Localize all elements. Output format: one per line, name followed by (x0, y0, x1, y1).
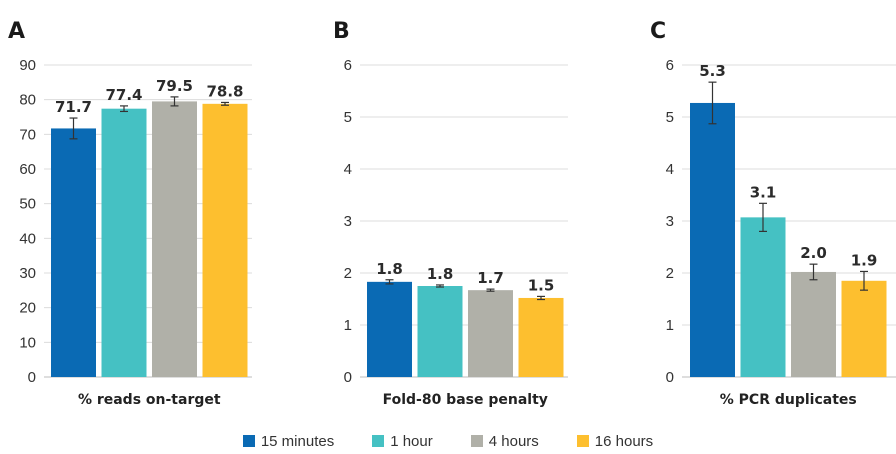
y-tick-label: 5 (666, 109, 674, 126)
data-label: 1.8 (427, 265, 454, 283)
legend-item-1-hour: 1 hour (372, 433, 433, 450)
panel-letter: B (333, 19, 350, 44)
bar (791, 271, 836, 377)
y-tick-label: 10 (19, 334, 36, 351)
bar (51, 128, 96, 377)
chart-panel-a: A 0 10 20 30 40 50 60 70 80 90 71.7 77.4 79.5 78.8 % re… (8, 19, 252, 408)
bar (152, 101, 197, 378)
y-tick-label: 50 (19, 196, 36, 213)
y-tick-label: 6 (344, 57, 352, 74)
y-tick-label: 5 (344, 109, 352, 126)
y-tick-label: 6 (666, 57, 674, 74)
bar (202, 103, 248, 378)
legend-swatch (470, 435, 483, 447)
x-axis-label: % PCR duplicates (720, 392, 857, 408)
y-tick-label: 40 (19, 230, 36, 247)
legend-swatch (576, 435, 589, 447)
y-tick-label: 1 (666, 317, 674, 334)
y-tick-label: 20 (19, 300, 36, 317)
data-label: 5.3 (699, 62, 726, 80)
legend: 15 minutes 1 hour 4 hours 16 hours (0, 428, 896, 454)
bar (841, 280, 887, 377)
bar (417, 286, 463, 377)
bar (468, 290, 513, 377)
y-tick-label: 90 (19, 57, 36, 74)
bar (367, 281, 412, 377)
y-tick-label: 4 (666, 161, 674, 178)
legend-label: 16 hours (594, 432, 654, 450)
data-label: 71.7 (55, 98, 92, 116)
y-tick-label: 0 (344, 369, 352, 386)
legend-label: 4 hours (488, 432, 539, 450)
y-tick-label: 4 (344, 161, 352, 178)
bar (740, 217, 786, 377)
y-tick-label: 3 (344, 213, 352, 230)
y-tick-label: 30 (19, 265, 36, 282)
legend-item-16-hours: 16 hours (576, 432, 654, 450)
y-tick-label: 0 (28, 369, 36, 386)
data-label: 1.9 (851, 251, 878, 269)
legend-label: 1 hour (390, 432, 433, 450)
legend-label: 15 minutes (260, 432, 335, 450)
chart-panel-c: C 0 1 2 3 4 5 6 5.3 3.1 2.0 1.9 % PCR duplicates (650, 19, 896, 408)
data-label: 1.7 (477, 269, 504, 287)
legend-item-15-minutes: 15 minutes (242, 432, 335, 450)
data-label: 1.5 (528, 276, 555, 294)
y-tick-label: 60 (19, 161, 36, 178)
y-tick-label: 2 (344, 265, 352, 282)
data-label: 3.1 (750, 183, 777, 201)
panel-letter: A (8, 19, 25, 44)
legend-swatch (242, 435, 255, 447)
data-label: 79.5 (156, 77, 193, 95)
panel-letter: C (650, 19, 666, 44)
y-tick-label: 80 (19, 92, 36, 109)
y-tick-label: 0 (666, 369, 674, 386)
legend-item-4-hours: 4 hours (470, 432, 539, 450)
y-tick-label: 70 (19, 126, 36, 143)
data-label: 77.4 (105, 86, 142, 104)
x-axis-label: Fold-80 base penalty (383, 392, 548, 408)
data-label: 1.8 (376, 260, 403, 278)
y-tick-label: 3 (666, 213, 674, 230)
y-tick-label: 2 (666, 265, 674, 282)
data-label: 78.8 (206, 82, 243, 100)
chart-panel-b: B 0 1 2 3 4 5 6 1.8 1.8 1.7 1.5 Fold-80 base penalty (333, 19, 568, 408)
bar (101, 108, 147, 378)
y-tick-label: 1 (344, 317, 352, 334)
legend-swatch (372, 435, 385, 447)
bar (690, 102, 735, 378)
x-axis-label: % reads on-target (78, 392, 221, 408)
bar (518, 297, 564, 377)
data-label: 2.0 (800, 244, 827, 262)
